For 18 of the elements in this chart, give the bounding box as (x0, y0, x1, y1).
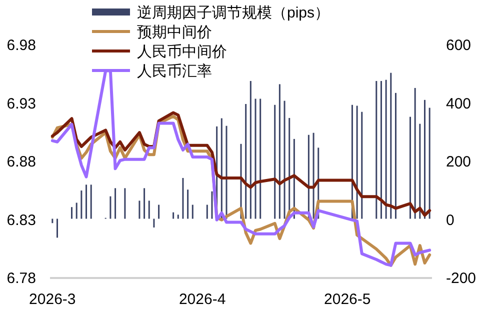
x-tick-label: 2026-3 (29, 291, 76, 308)
y-tick-label: 6.93 (6, 95, 36, 112)
y2-tick-label: 400 (446, 95, 472, 112)
y2-tick-label: 200 (446, 154, 472, 170)
y2-tick-label: 0 (446, 212, 454, 229)
y-tick-label: 6.98 (6, 37, 36, 54)
y-tick-label: 6.88 (6, 154, 36, 170)
line-series (50, 111, 432, 217)
y2-tick-label: -200 (446, 270, 476, 287)
x-tick-label: 2026-5 (324, 291, 371, 308)
legend-label: 预期中间价 (137, 24, 212, 41)
y-tick-label: 6.78 (6, 270, 36, 287)
y-tick-label: 6.83 (6, 212, 36, 229)
legend-label: 人民币汇率 (137, 63, 212, 80)
x-tick-label: 2026-4 (178, 291, 226, 308)
legend-label: 人民币中间价 (137, 44, 227, 60)
y2-tick-label: 600 (446, 37, 472, 54)
legend-label: 逆周期因子调节规模（pips） (137, 4, 330, 22)
